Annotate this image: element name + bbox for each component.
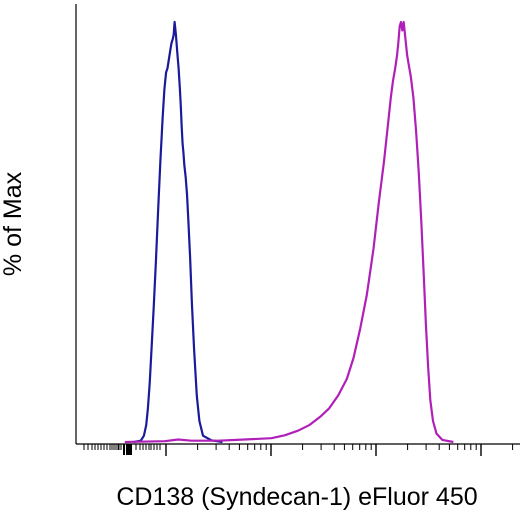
series-line-2	[124, 20, 454, 444]
y-axis-title: % of Max	[0, 171, 27, 276]
x-axis-ticks	[83, 444, 514, 456]
plot-axes	[75, 4, 520, 445]
series-layer	[124, 20, 454, 444]
series-line-1	[133, 20, 223, 444]
x-axis-title: CD138 (Syndecan-1) eFluor 450	[116, 483, 477, 511]
